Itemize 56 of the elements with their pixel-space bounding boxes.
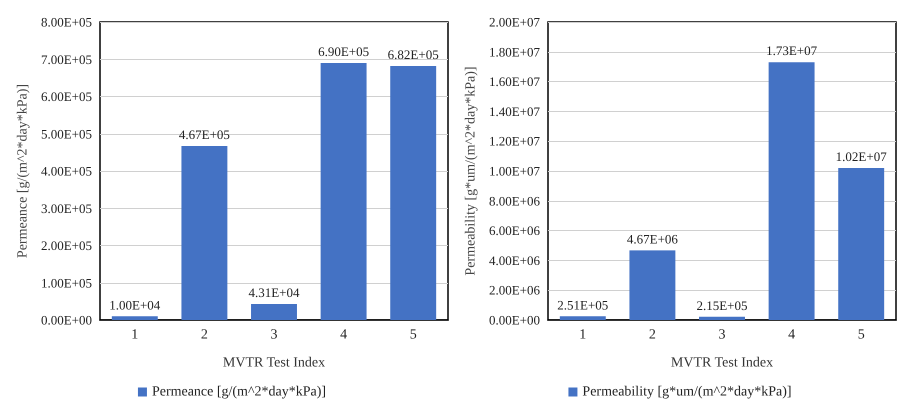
bar	[768, 62, 815, 320]
bar	[251, 304, 297, 320]
y-tick-label: 2.00E+06	[488, 282, 540, 298]
data-label: 2.15E+05	[696, 298, 748, 313]
y-tick-label: 6.00E+05	[40, 89, 92, 104]
bar	[112, 316, 158, 320]
data-label: 1.02E+07	[836, 149, 888, 164]
x-tick-label: 3	[718, 328, 726, 342]
legend-label: Permeance [g/(m^2*day*kPa)]	[152, 384, 326, 400]
y-tick-label: 2.00E+07	[488, 14, 540, 30]
x-tick-label: 4	[340, 328, 348, 342]
y-tick-label: 4.00E+05	[40, 164, 92, 178]
bar	[699, 316, 745, 320]
bar	[560, 316, 606, 320]
bar	[838, 168, 884, 320]
y-tick-label: 1.20E+07	[488, 134, 540, 149]
x-tick-label: 2	[200, 328, 208, 342]
y-axis-title: Permeance [g/(m^2*day*kPa)]	[16, 84, 30, 258]
data-label: 1.73E+07	[766, 43, 818, 58]
data-label: 2.51E+05	[557, 297, 608, 312]
x-tick-label: 1	[579, 328, 586, 342]
y-tick-label: 4.00E+06	[488, 252, 540, 268]
x-tick-label: 1	[131, 328, 138, 342]
x-tick-label: 3	[270, 328, 278, 342]
bar	[629, 250, 676, 320]
x-axis-title: MVTR Test Index	[670, 356, 774, 370]
y-tick-label: 0.00E+00	[40, 312, 92, 328]
y-tick-label: 6.00E+06	[488, 223, 540, 238]
x-tick-label: 2	[648, 328, 656, 342]
x-tick-label: 4	[788, 328, 796, 342]
data-label: 1.00E+04	[109, 297, 161, 312]
y-tick-label: 1.40E+07	[488, 104, 540, 119]
y-tick-label: 1.80E+07	[488, 44, 540, 60]
y-tick-label: 0.00E+00	[488, 312, 540, 328]
data-label: 4.67E+05	[178, 127, 230, 142]
y-tick-label: 1.00E+07	[488, 164, 540, 178]
x-tick-label: 5	[858, 328, 865, 342]
y-tick-label: 8.00E+06	[488, 193, 540, 208]
data-label: 6.82E+05	[388, 46, 439, 62]
bar	[390, 66, 436, 320]
bar	[320, 62, 367, 320]
x-axis-title: MVTR Test Index	[222, 356, 326, 370]
bar	[181, 146, 228, 320]
y-tick-label: 2.00E+05	[40, 238, 92, 253]
legend-label: Permeability [g*um/(m^2*day*kPa)]	[582, 384, 792, 400]
y-tick-label: 7.00E+05	[40, 52, 92, 67]
x-tick-label: 5	[410, 328, 417, 342]
y-tick-label: 1.60E+07	[488, 74, 540, 90]
y-tick-label: 1.00E+05	[40, 275, 92, 290]
data-label: 6.90E+05	[318, 44, 370, 59]
y-tick-label: 5.00E+05	[40, 126, 92, 142]
data-label: 4.67E+06	[626, 231, 678, 246]
y-tick-label: 8.00E+05	[40, 14, 92, 30]
y-axis-title: Permeability [g*um/(m^2*day*kPa)]	[464, 66, 478, 276]
data-label: 4.31E+04	[248, 284, 300, 300]
y-tick-label: 3.00E+05	[40, 200, 92, 216]
